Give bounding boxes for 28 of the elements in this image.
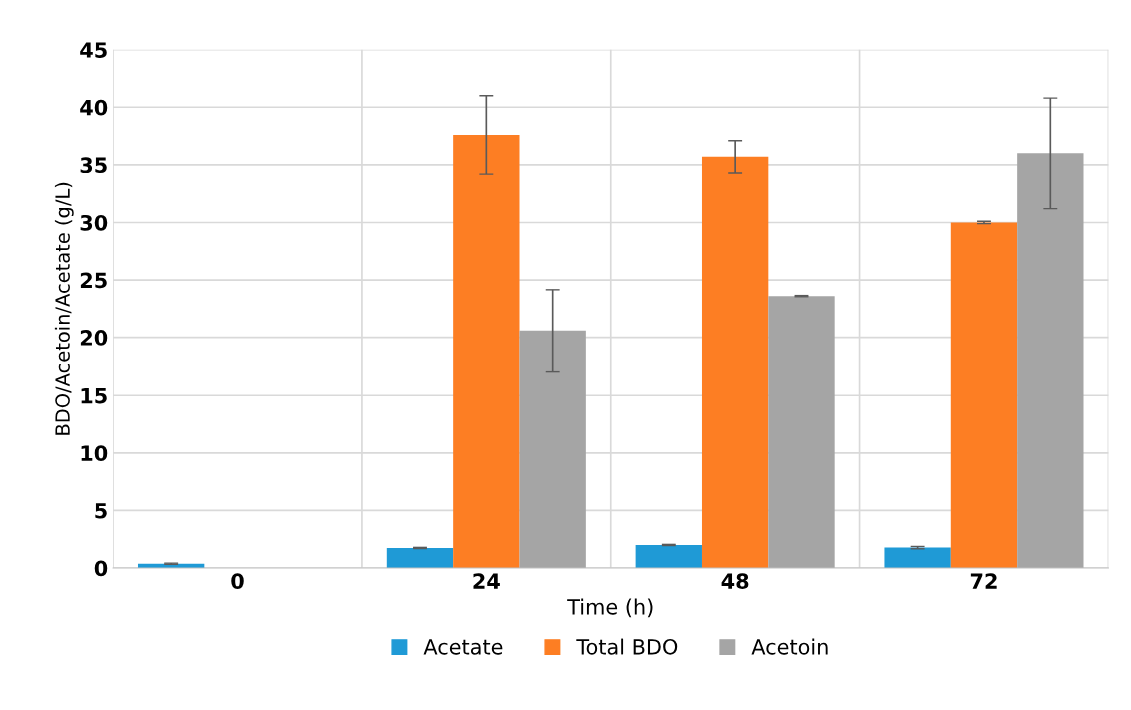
bar xyxy=(519,330,586,568)
bar xyxy=(635,544,702,568)
y-tick-label: 35 xyxy=(80,157,107,174)
x-tick-label: 0 xyxy=(231,573,244,589)
legend-label: Total BDO xyxy=(576,638,678,655)
legend-label: Acetate xyxy=(423,639,503,655)
bar xyxy=(386,547,454,568)
y-axis-title: BDO/Acetoin/Acetate (g/L) xyxy=(54,182,74,435)
y-tick-label: 0 xyxy=(94,560,108,577)
bar xyxy=(453,134,520,568)
y-tick-label: 15 xyxy=(81,387,107,404)
x-tick-label: 72 xyxy=(970,573,997,589)
bar xyxy=(950,222,1018,568)
y-tick-label: 5 xyxy=(95,503,107,519)
y-tick-label: 45 xyxy=(80,42,107,58)
y-tick-label: 30 xyxy=(80,214,108,231)
bar xyxy=(701,156,769,568)
y-tick-label: 40 xyxy=(80,99,108,116)
x-tick-label: 24 xyxy=(473,573,500,589)
y-tick-label: 20 xyxy=(80,330,108,346)
x-axis-title: Time (h) xyxy=(567,598,653,618)
y-tick-label: 25 xyxy=(80,272,107,289)
y-tick-label: 10 xyxy=(81,445,108,462)
x-tick-label: 48 xyxy=(721,573,749,589)
bar xyxy=(768,296,835,568)
legend-label: Acetoin xyxy=(751,638,828,655)
bar xyxy=(884,547,951,568)
bar xyxy=(1017,153,1084,568)
